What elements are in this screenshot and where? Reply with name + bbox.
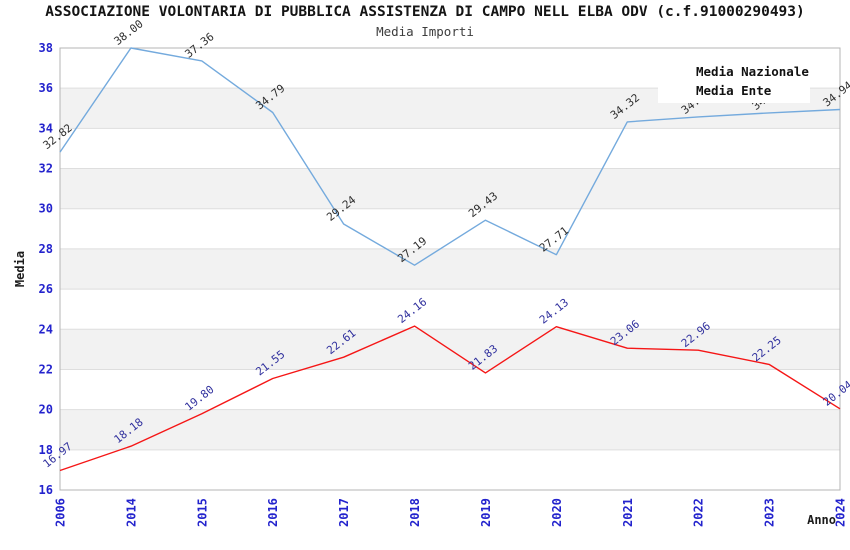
band bbox=[60, 248, 840, 290]
series-line-media-nazionale bbox=[59, 47, 841, 266]
series-line-media-ente bbox=[59, 325, 841, 472]
x-tick-label: 2021 bbox=[621, 498, 635, 527]
y-axis-title: Media bbox=[13, 251, 27, 287]
y-tick-label: 16 bbox=[39, 483, 53, 497]
y-tick-label: 32 bbox=[39, 162, 53, 176]
point-label: 20.04 bbox=[821, 378, 850, 409]
chart-title: ASSOCIAZIONE VOLONTARIA DI PUBBLICA ASSI… bbox=[45, 4, 805, 20]
x-tick-label: 2018 bbox=[408, 498, 422, 527]
legend-line-swatch-blue bbox=[668, 70, 687, 73]
legend-item-media-nazionale: Media Nazionale bbox=[668, 62, 810, 81]
y-tick-label: 18 bbox=[39, 443, 53, 457]
y-tick-label: 30 bbox=[39, 202, 53, 216]
x-axis-title: Anno bbox=[807, 513, 836, 527]
band bbox=[60, 168, 840, 209]
legend-label: Media Ente bbox=[696, 83, 772, 98]
y-tick-label: 28 bbox=[39, 242, 53, 256]
x-tick-label: 2023 bbox=[763, 498, 777, 527]
point-label: 37.36 bbox=[182, 30, 216, 61]
legend-line-swatch-red bbox=[668, 89, 687, 92]
y-tick-label: 24 bbox=[39, 322, 53, 336]
x-tick-label: 2024 bbox=[834, 498, 848, 527]
plot-border bbox=[59, 47, 841, 491]
y-tick-label: 22 bbox=[39, 362, 53, 376]
y-tick-label: 36 bbox=[39, 81, 53, 95]
point-label: 24.16 bbox=[395, 295, 429, 326]
y-tick-label: 38 bbox=[39, 41, 53, 55]
x-tick-label: 2016 bbox=[266, 498, 280, 527]
legend-label: Media Nazionale bbox=[696, 64, 809, 79]
chart-legend: Media Nazionale Media Ente bbox=[658, 56, 810, 103]
x-tick-label: 2017 bbox=[337, 498, 351, 527]
x-tick-label: 2015 bbox=[195, 498, 209, 527]
x-tick-label: 2022 bbox=[692, 498, 706, 527]
point-label: 38.00 bbox=[112, 17, 146, 48]
point-label: 24.13 bbox=[537, 296, 571, 327]
y-tick-label: 34 bbox=[39, 121, 53, 135]
y-tick-label: 26 bbox=[39, 282, 53, 296]
x-tick-label: 2019 bbox=[479, 498, 493, 527]
legend-item-media-ente: Media Ente bbox=[668, 81, 810, 100]
x-tick-label: 2020 bbox=[550, 498, 564, 527]
x-tick-label: 2014 bbox=[124, 498, 138, 527]
chart-subtitle: Media Importi bbox=[376, 24, 474, 39]
y-tick-label: 20 bbox=[39, 403, 53, 417]
x-tick-label: 2006 bbox=[54, 498, 68, 527]
band bbox=[60, 409, 840, 450]
